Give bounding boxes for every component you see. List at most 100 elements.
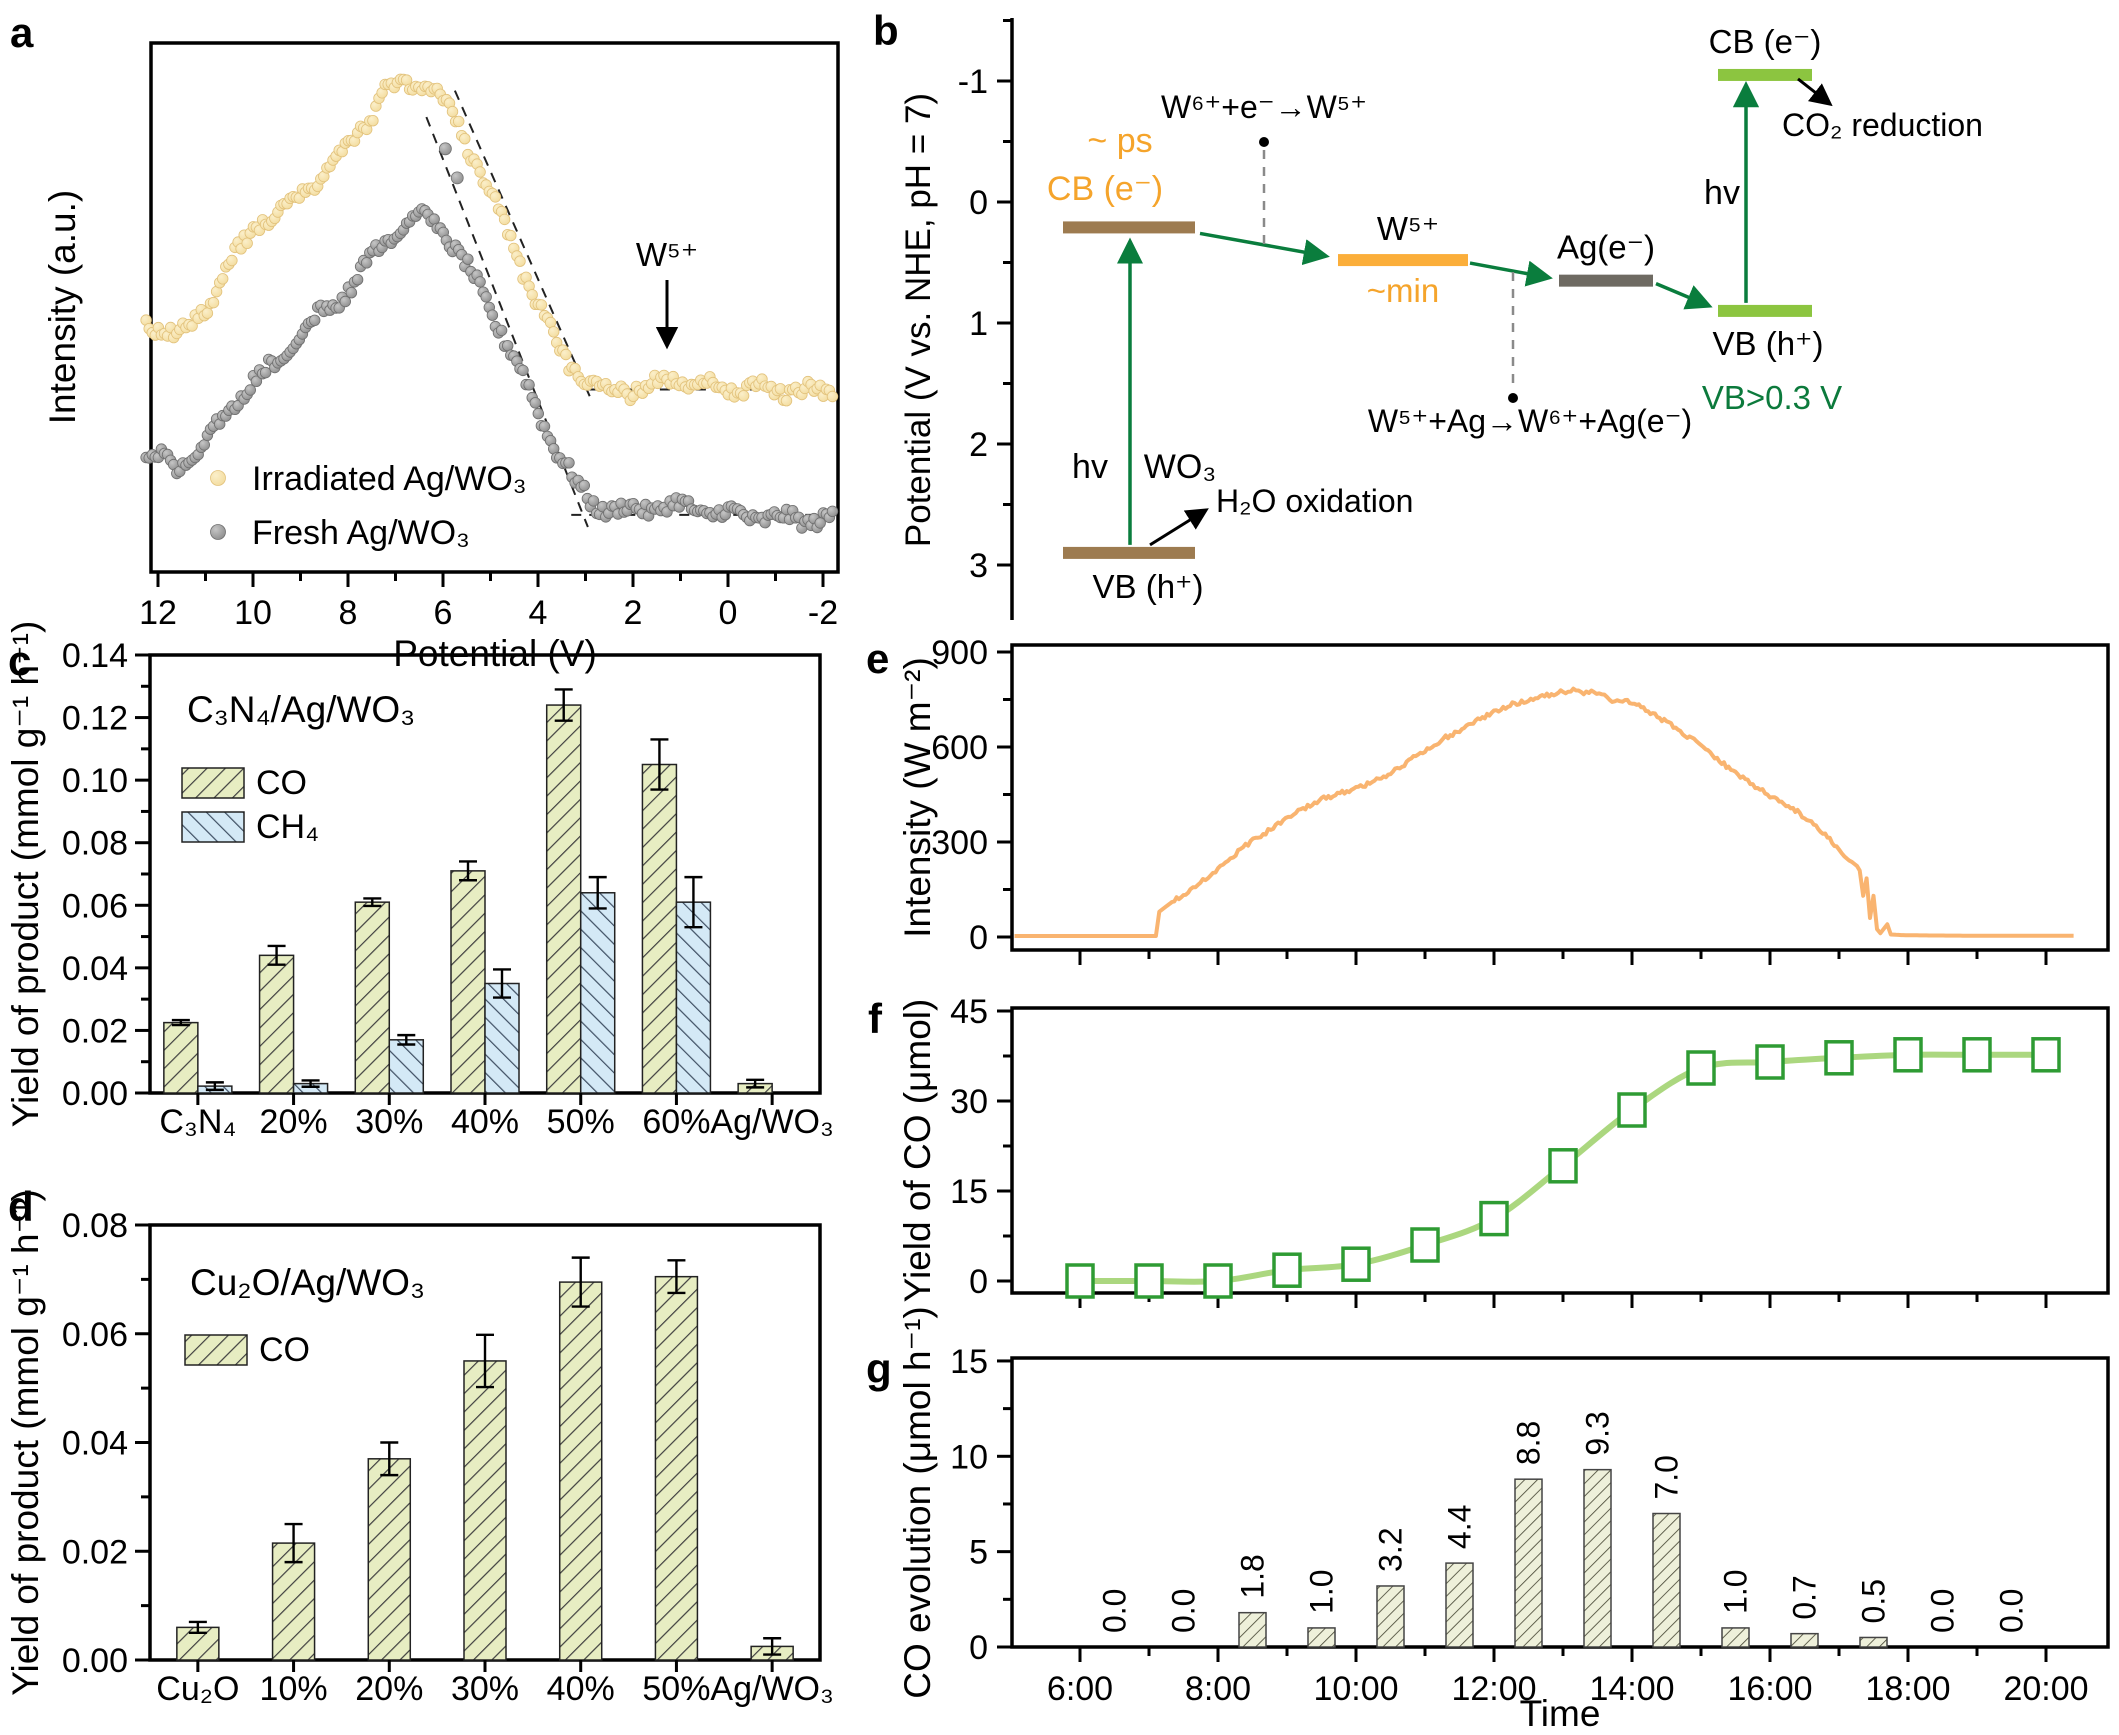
svg-text:20%: 20% bbox=[260, 1103, 328, 1141]
panel-d-title: Cu₂O/Ag/WO₃ bbox=[190, 1262, 425, 1303]
svg-text:Yield of CO (μmol): Yield of CO (μmol) bbox=[897, 999, 938, 1303]
panel-d-title-text: Cu₂O/Ag/WO₃ bbox=[190, 1262, 425, 1303]
panel-letter-f: f bbox=[868, 995, 882, 1042]
svg-text:600: 600 bbox=[931, 729, 988, 767]
svg-text:0: 0 bbox=[719, 594, 738, 632]
panel-g-xlabel: Time bbox=[1520, 1693, 1601, 1734]
panel-letter-g: g bbox=[866, 1345, 892, 1392]
level-w5 bbox=[1338, 254, 1468, 267]
svg-text:W⁵⁺+Ag→W⁶⁺+Ag(e⁻): W⁵⁺+Ag→W⁶⁺+Ag(e⁻) bbox=[1368, 403, 1692, 439]
svg-text:Ag/WO₃: Ag/WO₃ bbox=[710, 1103, 833, 1141]
svg-text:Irradiated Ag/WO₃: Irradiated Ag/WO₃ bbox=[252, 460, 527, 498]
svg-text:hv: hv bbox=[1072, 448, 1108, 486]
svg-text:6: 6 bbox=[434, 594, 453, 632]
panel-e: 0 300 600 900 bbox=[931, 634, 2110, 965]
svg-text:30: 30 bbox=[950, 1083, 988, 1121]
svg-text:15: 15 bbox=[950, 1173, 988, 1211]
svg-text:4: 4 bbox=[529, 594, 548, 632]
panel-letter-e: e bbox=[866, 635, 890, 682]
data-marker bbox=[1755, 1044, 1785, 1080]
svg-text:0.02: 0.02 bbox=[62, 1533, 128, 1571]
svg-text:VB (h⁺): VB (h⁺) bbox=[1093, 568, 1204, 605]
svg-text:10:00: 10:00 bbox=[1313, 1670, 1398, 1708]
data-marker bbox=[1548, 1148, 1578, 1184]
svg-text:10: 10 bbox=[950, 1438, 988, 1476]
data-marker bbox=[1134, 1263, 1164, 1299]
panel-c-ylabel: Yield of product (mmol g⁻¹ h⁻¹) bbox=[5, 621, 46, 1128]
svg-text:10: 10 bbox=[234, 594, 272, 632]
level-gvb bbox=[1718, 304, 1812, 317]
panel-f-markers bbox=[1065, 1037, 2061, 1299]
svg-text:20:00: 20:00 bbox=[2003, 1670, 2088, 1708]
panel-letter-a: a bbox=[10, 9, 34, 56]
svg-text:WO₃: WO₃ bbox=[1144, 448, 1216, 486]
svg-text:2: 2 bbox=[969, 426, 988, 464]
intensity-curve bbox=[1014, 686, 2074, 938]
svg-text:VB (h⁺): VB (h⁺) bbox=[1713, 325, 1824, 362]
svg-text:-1: -1 bbox=[958, 63, 988, 101]
data-marker bbox=[1479, 1200, 1509, 1237]
svg-text:CO: CO bbox=[259, 1331, 310, 1369]
svg-text:Fresh Ag/WO₃: Fresh Ag/WO₃ bbox=[252, 514, 470, 552]
panel-b-ylabel: Potential (V vs. NHE, pH = 7) bbox=[899, 93, 938, 547]
svg-text:0.08: 0.08 bbox=[62, 1207, 128, 1245]
svg-text:45: 45 bbox=[950, 993, 988, 1031]
panel-c-legend: CO CH₄ bbox=[181, 764, 319, 846]
panel-c-series-1 bbox=[197, 875, 712, 1094]
data-marker bbox=[1962, 1037, 1992, 1073]
panel-c-title-text: C₃N₄/Ag/WO₃ bbox=[187, 689, 415, 730]
svg-text:~ ps: ~ ps bbox=[1087, 122, 1152, 160]
bar-value-label: 0.7 bbox=[1787, 1575, 1823, 1619]
panel-c-title: C₃N₄/Ag/WO₃ bbox=[187, 689, 415, 730]
svg-text:0.00: 0.00 bbox=[62, 1642, 128, 1680]
bar-value-label: 1.0 bbox=[1718, 1569, 1754, 1613]
bar-value-label: 0.0 bbox=[1925, 1589, 1961, 1633]
svg-text:0.12: 0.12 bbox=[62, 700, 128, 738]
svg-text:1: 1 bbox=[969, 305, 988, 343]
panel-a-series-irradiated bbox=[140, 73, 839, 407]
svg-text:20%: 20% bbox=[355, 1670, 423, 1708]
svg-text:H₂O oxidation: H₂O oxidation bbox=[1216, 483, 1413, 519]
bar-value-label: 8.8 bbox=[1511, 1421, 1547, 1465]
bar-value-label: 0.0 bbox=[1097, 1589, 1133, 1633]
data-marker bbox=[1410, 1227, 1440, 1263]
svg-text:0.00: 0.00 bbox=[62, 1075, 128, 1113]
panel-a bbox=[149, 41, 840, 574]
panel-f: 0 15 30 45 bbox=[950, 993, 2110, 1308]
svg-text:0.08: 0.08 bbox=[62, 825, 128, 863]
panel-c-y-axis: 0.00 0.02 0.04 0.06 0.08 0.10 0.12 0.14 C₃N₄ 20% 3… bbox=[62, 637, 834, 1141]
svg-text:50%: 50% bbox=[547, 1103, 615, 1141]
data-marker bbox=[1203, 1263, 1233, 1299]
panel-letter-d: d bbox=[8, 1183, 34, 1230]
svg-text:12: 12 bbox=[139, 594, 177, 632]
bar-value-label: 3.2 bbox=[1373, 1527, 1409, 1571]
data-marker bbox=[1893, 1037, 1923, 1073]
svg-text:0.04: 0.04 bbox=[62, 950, 128, 988]
svg-text:Intensity (W m⁻²): Intensity (W m⁻²) bbox=[897, 657, 938, 938]
panel-a-ylabel: Intensity (a.u.) bbox=[42, 190, 83, 424]
svg-text:15: 15 bbox=[950, 1343, 988, 1381]
svg-text:Yield of product (mmol g⁻¹ h⁻¹: Yield of product (mmol g⁻¹ h⁻¹) bbox=[5, 621, 46, 1128]
svg-text:0.10: 0.10 bbox=[62, 762, 128, 800]
svg-text:CO₂ reduction: CO₂ reduction bbox=[1782, 107, 1983, 143]
panel-d-ylabel: Yield of product (mmol g⁻¹ h⁻¹) bbox=[5, 1189, 46, 1696]
svg-text:Cu₂O: Cu₂O bbox=[156, 1670, 239, 1708]
svg-text:W⁵⁺: W⁵⁺ bbox=[636, 236, 698, 273]
svg-text:10%: 10% bbox=[260, 1670, 328, 1708]
level-ag bbox=[1559, 274, 1653, 287]
panel-g: 0 5 10 15 6:00 8:00 10:00 12:00 14:00 16:00 18:00 2… bbox=[950, 1343, 2110, 1708]
svg-text:8: 8 bbox=[339, 594, 358, 632]
data-marker bbox=[1617, 1092, 1647, 1128]
data-marker bbox=[1341, 1246, 1371, 1282]
svg-text:0.06: 0.06 bbox=[62, 887, 128, 925]
svg-text:Intensity (a.u.): Intensity (a.u.) bbox=[42, 190, 83, 424]
panel-letter-b: b bbox=[873, 7, 899, 54]
svg-text:-2: -2 bbox=[808, 594, 838, 632]
svg-text:2: 2 bbox=[624, 594, 643, 632]
panel-g-ylabel: CO evolution (μmol h⁻¹) bbox=[897, 1306, 938, 1698]
svg-text:0.14: 0.14 bbox=[62, 637, 128, 675]
svg-text:0: 0 bbox=[969, 1629, 988, 1667]
svg-text:hv: hv bbox=[1704, 174, 1740, 212]
bar-value-label: 9.3 bbox=[1580, 1411, 1616, 1455]
